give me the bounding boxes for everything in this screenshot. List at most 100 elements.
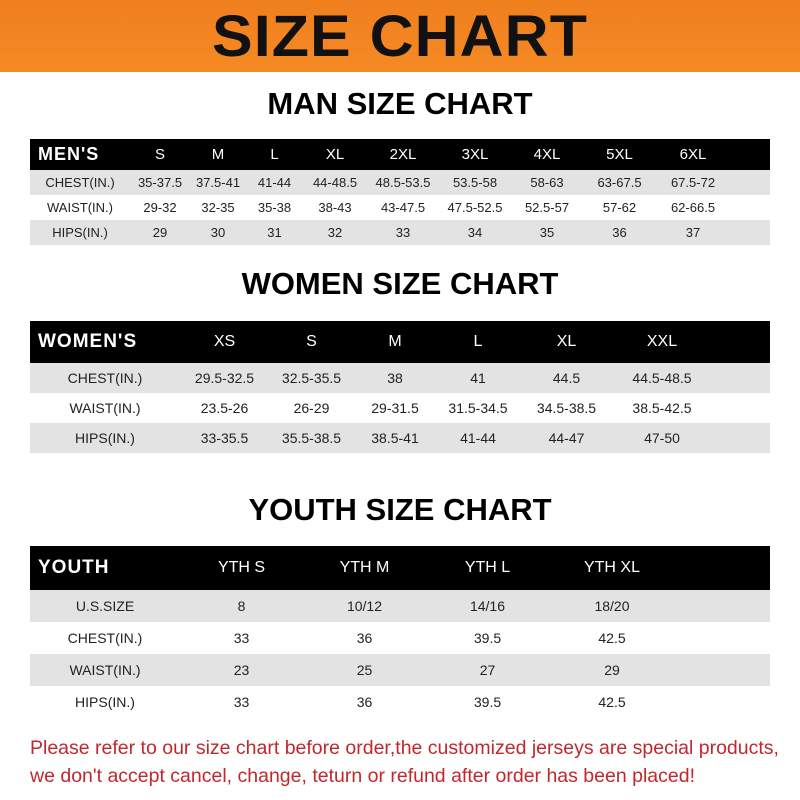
size-value: 35-38: [257, 200, 292, 215]
size-value: 29: [130, 220, 190, 245]
men-size-table: MEN'S S M L XL 2XL 3XL 4XL 5XL 6XL CHEST(IN.) 35-37…: [30, 139, 770, 245]
size-header: 3XL: [439, 139, 511, 170]
size-value: 36: [356, 630, 373, 646]
size-value: 41-44: [246, 170, 303, 195]
size-value: 32: [303, 220, 367, 245]
size-value: 37.5-41: [190, 170, 246, 195]
size-value: 8: [180, 590, 303, 622]
size-header: YTH M: [303, 546, 426, 590]
women-size-table: WOMEN'S XS S M L XL XXL CHEST(IN.) 29.5-32.5 32.5…: [30, 321, 770, 453]
size-header: 2XL: [367, 139, 439, 170]
size-value: 38.5-41: [354, 423, 436, 453]
table-row: CHEST(IN.) 35-37.5 37.5-41 41-44 44-48.5 48.5…: [30, 170, 770, 195]
size-value: 14/16: [426, 590, 549, 622]
table-header-label: YOUTH: [30, 546, 180, 590]
size-value: 33: [233, 694, 250, 710]
size-value: 41: [436, 363, 520, 393]
size-value: 37: [656, 220, 730, 245]
row-label: HIPS(IN.): [30, 423, 180, 453]
size-value: 26-29: [293, 400, 330, 416]
size-value: 10/12: [303, 590, 426, 622]
size-value: 29-31.5: [371, 400, 419, 416]
size-value: 53.5-58: [439, 170, 511, 195]
size-value: 43-47.5: [380, 200, 426, 215]
size-value: 30: [190, 220, 246, 245]
size-value: 48.5-53.5: [367, 170, 439, 195]
size-value: 23.5-26: [200, 400, 249, 416]
size-value: 44.5-48.5: [613, 363, 711, 393]
size-header: M: [354, 321, 436, 363]
table-header-label: MEN'S: [30, 139, 130, 170]
table-row: WAIST(IN.) 23 25 27 29: [30, 654, 770, 686]
size-value: 32.5-35.5: [269, 363, 354, 393]
size-header: M: [190, 139, 246, 170]
size-value: 57-62: [602, 200, 637, 215]
size-value: 29: [549, 654, 675, 686]
size-value: 27: [426, 654, 549, 686]
size-value: 38.5-42.5: [632, 400, 692, 416]
size-value: 58-63: [511, 170, 583, 195]
youth-section-title: YOUTH SIZE CHART: [248, 492, 552, 527]
size-value: 44.5: [520, 363, 613, 393]
size-value: 36: [583, 220, 656, 245]
table-row: HIPS(IN.) 29 30 31 32 33 34 35 36 37: [30, 220, 770, 245]
row-label: WAIST(IN.): [30, 654, 180, 686]
size-header: YTH XL: [549, 546, 675, 590]
header-row: YOUTH YTH S YTH M YTH L YTH XL: [30, 546, 770, 590]
table-row: U.S.SIZE 8 10/12 14/16 18/20: [30, 590, 770, 622]
size-value: 31: [246, 220, 303, 245]
size-value: 25: [303, 654, 426, 686]
size-header: XXL: [613, 321, 711, 363]
size-value: 38: [354, 363, 436, 393]
size-value: 44-48.5: [303, 170, 367, 195]
title-banner: SIZE CHART: [0, 0, 800, 72]
men-section-title: MAN SIZE CHART: [267, 86, 533, 121]
table-header-label: WOMEN'S: [30, 321, 180, 363]
size-header: L: [246, 139, 303, 170]
header-row: MEN'S S M L XL 2XL 3XL 4XL 5XL 6XL: [30, 139, 770, 170]
row-label: HIPS(IN.): [30, 220, 130, 245]
size-header: XL: [520, 321, 613, 363]
size-value: 33: [367, 220, 439, 245]
size-value: 67.5-72: [656, 170, 730, 195]
size-value: 36: [356, 694, 373, 710]
table-row: CHEST(IN.) 33 36 39.5 42.5: [30, 622, 770, 654]
row-label: WAIST(IN.): [47, 200, 113, 215]
size-value: 18/20: [549, 590, 675, 622]
size-header: L: [436, 321, 520, 363]
size-value: 47-50: [613, 423, 711, 453]
size-value: 62-66.5: [670, 200, 716, 215]
notice-line-2: we don't accept cancel, change, teturn o…: [30, 765, 695, 787]
table-row: WAIST(IN.) 29-32 32-35 35-38 38-43 43-47.5 47.…: [30, 195, 770, 220]
table-row: HIPS(IN.) 33 36 39.5 42.5: [30, 686, 770, 718]
size-value: 33-35.5: [180, 423, 269, 453]
size-value: 29.5-32.5: [180, 363, 269, 393]
size-value: 32-35: [201, 200, 235, 215]
size-value: 35: [511, 220, 583, 245]
size-header: XL: [303, 139, 367, 170]
row-label: CHEST(IN.): [67, 630, 143, 646]
size-value: 44-47: [520, 423, 613, 453]
table-row: WAIST(IN.) 23.5-26 26-29 29-31.5 31.5-34.5 34…: [30, 393, 770, 423]
size-value: 42.5: [598, 694, 626, 710]
size-value: 33: [233, 630, 250, 646]
size-value: 47.5-52.5: [447, 200, 503, 215]
size-value: 35-37.5: [130, 170, 190, 195]
size-value: 34: [439, 220, 511, 245]
page-title: SIZE CHART: [212, 3, 588, 69]
row-label: CHEST(IN.): [30, 363, 180, 393]
women-section-title: WOMEN SIZE CHART: [241, 266, 559, 301]
size-value: 34.5-38.5: [536, 400, 597, 416]
notice-line-1: Please refer to our size chart before or…: [30, 737, 779, 759]
size-value: 41-44: [436, 423, 520, 453]
size-value: 39.5: [473, 694, 502, 710]
size-value: 42.5: [598, 630, 626, 646]
size-value: 29-32: [143, 200, 177, 215]
size-header: XS: [180, 321, 269, 363]
youth-size-table: YOUTH YTH S YTH M YTH L YTH XL U.S.SIZE 8 10/12…: [30, 546, 770, 718]
size-value: 23: [180, 654, 303, 686]
size-header: 4XL: [511, 139, 583, 170]
size-value: 31.5-34.5: [448, 400, 508, 416]
row-label: HIPS(IN.): [75, 694, 135, 710]
table-row: HIPS(IN.) 33-35.5 35.5-38.5 38.5-41 41-44 44-…: [30, 423, 770, 453]
